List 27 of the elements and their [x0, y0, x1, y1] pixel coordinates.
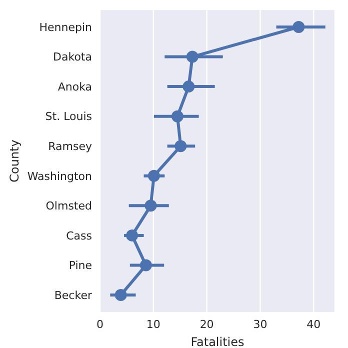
x-axis-title: Fatalities [190, 335, 244, 348]
y-tick-label: Ramsey [48, 140, 92, 154]
point [182, 80, 195, 93]
y-tick-label: Pine [68, 259, 92, 272]
point [148, 170, 160, 182]
point [174, 140, 187, 152]
y-tick-label: Dakota [53, 50, 92, 64]
point [186, 50, 198, 63]
x-tick-label: 30 [253, 318, 268, 331]
x-tick-label: 10 [146, 318, 160, 331]
point [126, 229, 138, 242]
y-tick-label: Anoka [58, 80, 92, 94]
point [114, 289, 127, 301]
y-tick-label: Hennepin [39, 20, 92, 34]
point [292, 21, 305, 33]
y-tick-label: Cass [66, 229, 92, 242]
point [140, 259, 152, 272]
x-tick-label: 20 [200, 318, 214, 331]
y-axis-title: County [7, 140, 22, 182]
point [144, 200, 157, 212]
point [171, 110, 184, 122]
y-tick-label: St. Louis [45, 110, 92, 124]
x-tick-label: 0 [96, 318, 104, 331]
y-tick-label: Washington [27, 170, 92, 183]
y-tick-label: Becker [54, 288, 92, 302]
y-tick-label: Olmsted [46, 200, 92, 213]
x-tick-label: 40 [306, 318, 321, 331]
